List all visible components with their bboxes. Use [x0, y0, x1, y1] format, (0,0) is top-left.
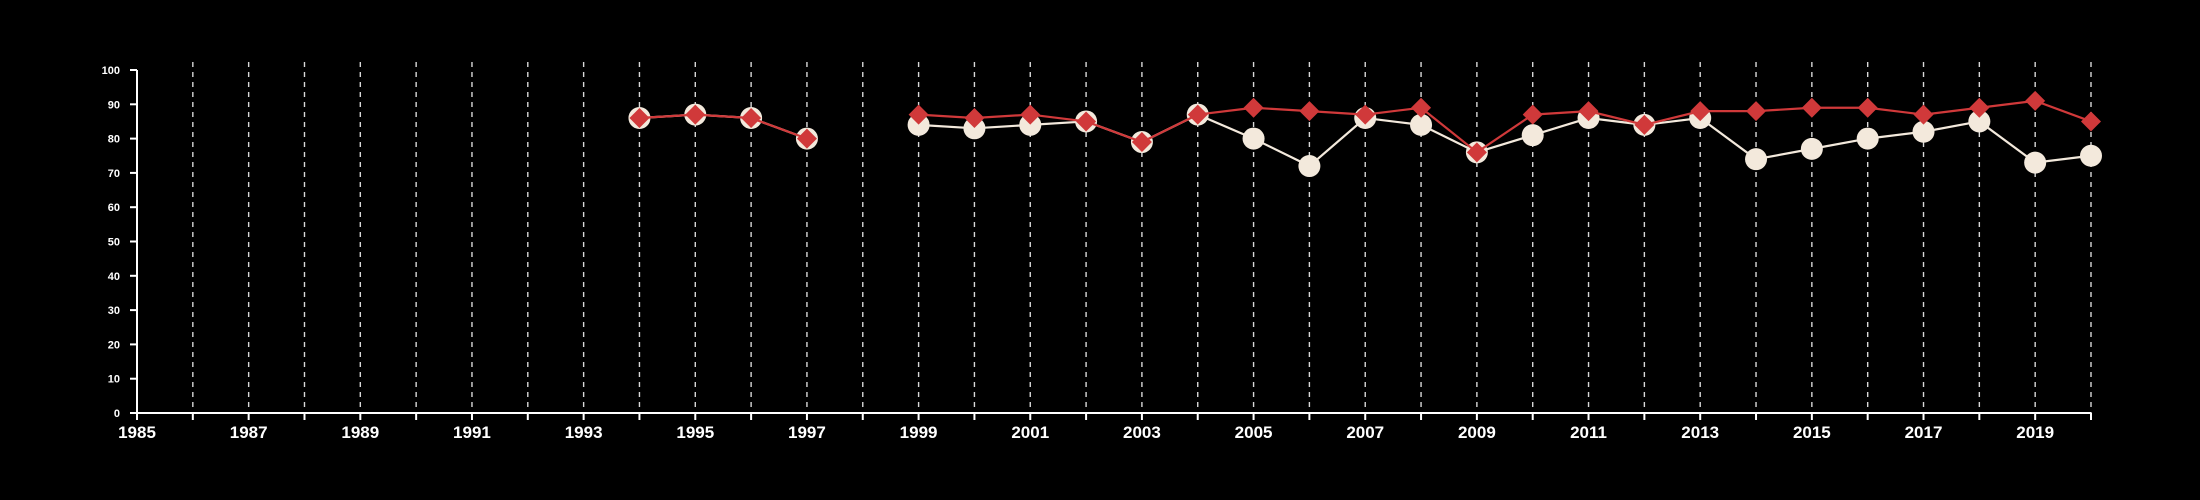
series-1-point-2020	[2080, 144, 2102, 167]
series-1-point-2018	[1968, 110, 1991, 133]
series-1-point-2000	[963, 117, 986, 140]
series-2-point-2002	[1076, 111, 1097, 132]
x-tick-label-2017: 2017	[1905, 423, 1943, 442]
y-tick-label-20: 20	[108, 339, 120, 351]
y-tick-label-100: 100	[102, 65, 120, 77]
series-1-point-2005	[1242, 127, 1265, 150]
x-tick-label-1989: 1989	[341, 423, 379, 442]
series-1-point-2006	[1298, 155, 1321, 178]
series-2-point-1996	[741, 108, 762, 129]
series-2-point-2012	[1634, 114, 1655, 135]
series-1-point-2016	[1856, 127, 1879, 150]
series-1-line-1	[639, 113, 808, 140]
x-tick-label-2003: 2003	[1123, 423, 1161, 442]
y-tick-label-0: 0	[114, 408, 120, 420]
series-2-point-2018	[1969, 97, 1990, 118]
x-tick-label-1987: 1987	[230, 423, 268, 442]
y-tick-label-60: 60	[108, 202, 120, 214]
series-2-point-2005	[1243, 97, 1264, 118]
series-2-line-1	[639, 113, 808, 140]
series-2-point-2006	[1299, 101, 1320, 122]
series-2-point-2014	[1746, 101, 1767, 122]
y-tick-label-80: 80	[108, 134, 120, 146]
series-1-point-2008	[1410, 113, 1433, 136]
series-2-point-2010	[1522, 104, 1543, 125]
x-tick-label-1995: 1995	[676, 423, 714, 442]
series-2-point-1994	[629, 108, 650, 129]
vertical-gridlines	[192, 62, 2092, 413]
y-tick-label-40: 40	[108, 271, 120, 283]
series-1-point-1999	[907, 113, 930, 136]
series-2-point-2015	[1801, 97, 1822, 118]
series-2-point-2019	[2025, 90, 2046, 111]
series-2-point-2017	[1913, 104, 1934, 125]
series-2-line-2	[918, 99, 2092, 154]
y-tick-label-10: 10	[108, 374, 120, 386]
series-1-point-2010	[1521, 124, 1544, 147]
series-2-point-1999	[908, 104, 929, 125]
series-1-point-2015	[1800, 137, 1823, 160]
y-tick-label-50: 50	[108, 237, 120, 249]
x-tick-label-2005: 2005	[1235, 423, 1273, 442]
x-tick-label-2001: 2001	[1011, 423, 1049, 442]
series-2-point-2003	[1131, 132, 1152, 153]
x-tick-label-1985: 1985	[118, 423, 156, 442]
y-tick-label-90: 90	[108, 99, 120, 111]
x-tick-label-1991: 1991	[453, 423, 491, 442]
series-1-point-2017	[1912, 120, 1935, 143]
series-2-point-2020	[2081, 111, 2101, 132]
y-axis: 0 10 20 30 40 50 60 70 80 90 100	[102, 65, 138, 420]
x-tick-label-1993: 1993	[565, 423, 603, 442]
x-tick-label-1999: 1999	[900, 423, 938, 442]
x-tick-label-2007: 2007	[1346, 423, 1384, 442]
x-tick-label-2011: 2011	[1570, 423, 1607, 442]
series-2-point-2009	[1466, 142, 1487, 163]
series-2-point-1995	[685, 104, 706, 125]
y-tick-label-30: 30	[108, 305, 120, 317]
y-tick-label-70: 70	[108, 168, 120, 180]
series-1-point-2019	[2024, 151, 2047, 174]
x-axis: 1985 1987 1989 1991 1993 1995 1997 1999 2001 2003…	[118, 412, 2092, 442]
series-layer	[628, 90, 2102, 178]
series-2-point-2013	[1690, 101, 1711, 122]
x-tick-label-2013: 2013	[1681, 423, 1719, 442]
x-tick-label-2019: 2019	[2016, 423, 2054, 442]
series-2-point-2011	[1578, 101, 1599, 122]
series-2-point-1997	[796, 128, 817, 149]
x-tick-label-2009: 2009	[1458, 423, 1496, 442]
x-tick-label-2015: 2015	[1793, 423, 1831, 442]
series-2-point-2000	[964, 108, 985, 129]
series-2-point-2008	[1411, 97, 1432, 118]
series-2-point-2016	[1857, 97, 1878, 118]
series-1-point-2014	[1745, 148, 1768, 171]
series-2-point-2007	[1355, 104, 1376, 125]
series-2-point-2004	[1187, 104, 1208, 125]
series-1-point-2001	[1019, 113, 1042, 136]
x-tick-label-1997: 1997	[788, 423, 826, 442]
series-2-point-2001	[1020, 104, 1041, 125]
series-2	[629, 90, 2101, 163]
